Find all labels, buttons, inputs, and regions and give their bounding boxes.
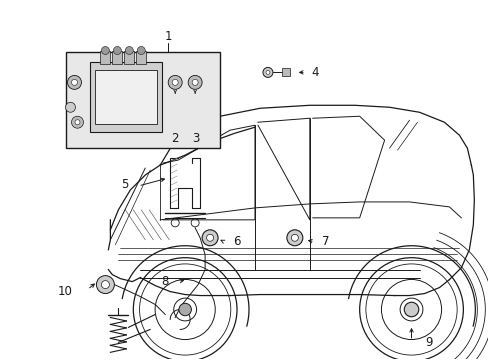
Circle shape — [101, 280, 109, 289]
Text: 2: 2 — [171, 132, 179, 145]
Circle shape — [75, 120, 80, 125]
Bar — [100, 50, 110, 64]
Circle shape — [172, 80, 178, 85]
Text: 5: 5 — [121, 179, 128, 192]
Text: 1: 1 — [164, 30, 172, 43]
Circle shape — [71, 116, 83, 128]
Text: 10: 10 — [58, 285, 72, 298]
Circle shape — [65, 102, 75, 112]
Circle shape — [179, 303, 191, 316]
Bar — [65, 53, 220, 148]
Circle shape — [168, 75, 182, 89]
Circle shape — [71, 80, 77, 85]
Bar — [112, 50, 122, 64]
Circle shape — [125, 46, 133, 54]
Bar — [90, 62, 162, 132]
Bar — [124, 50, 134, 64]
Circle shape — [286, 230, 302, 246]
Circle shape — [265, 71, 269, 75]
Circle shape — [404, 302, 418, 317]
Circle shape — [113, 46, 121, 54]
Circle shape — [96, 276, 114, 293]
Text: 6: 6 — [233, 235, 240, 248]
Text: 4: 4 — [310, 66, 318, 79]
Circle shape — [263, 67, 272, 77]
Circle shape — [202, 230, 218, 246]
Text: 8: 8 — [161, 275, 168, 288]
Text: 7: 7 — [321, 235, 328, 248]
Bar — [281, 68, 289, 76]
Circle shape — [192, 80, 198, 85]
Bar — [95, 71, 157, 124]
Circle shape — [188, 75, 202, 89]
Text: 3: 3 — [192, 132, 200, 145]
Circle shape — [101, 46, 109, 54]
Circle shape — [137, 46, 145, 54]
Circle shape — [206, 234, 213, 241]
Circle shape — [67, 75, 81, 89]
Bar — [136, 50, 146, 64]
Circle shape — [291, 234, 298, 241]
Text: 9: 9 — [425, 336, 432, 349]
